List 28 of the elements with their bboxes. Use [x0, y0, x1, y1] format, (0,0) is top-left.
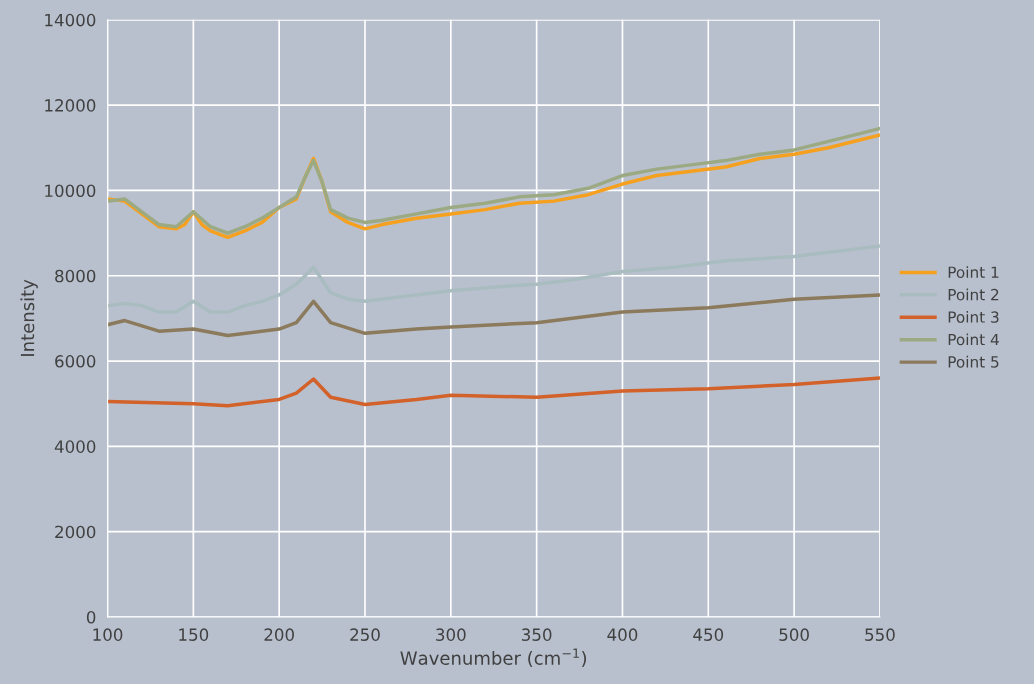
- y-tick-label: 0: [86, 610, 96, 624]
- y-tick-label: 2000: [55, 525, 96, 539]
- x-tick-label: 150: [179, 628, 209, 641]
- y-axis-title: Intensity: [20, 279, 38, 356]
- line-series: [107, 244, 880, 314]
- x-tick-label: 550: [865, 628, 895, 641]
- x-tick-label: 350: [522, 628, 552, 641]
- y-tick-label: 12000: [45, 99, 96, 112]
- legend-label: Point 1: [948, 266, 999, 278]
- x-tick-label: 100: [93, 628, 123, 641]
- y-tick-label: 8000: [55, 269, 96, 283]
- line-series: [107, 376, 880, 408]
- line-series: [107, 293, 880, 338]
- x-tick-label: 500: [779, 628, 809, 641]
- x-tick-label: 400: [607, 628, 638, 641]
- x-tick-label: 250: [350, 628, 380, 641]
- y-tick-label: 6000: [55, 355, 96, 368]
- x-tick-label: 200: [264, 628, 294, 641]
- legend-label: Point 2: [948, 288, 999, 301]
- y-tick-label: 14000: [45, 13, 96, 27]
- x-tick-label: 450: [693, 628, 724, 641]
- legend-label: Point 4: [948, 333, 999, 346]
- x-axis-title: Wavenumber (cm$^{−1}$): [400, 648, 587, 668]
- y-tick-label: 10000: [45, 184, 96, 198]
- y-tick-label: 4000: [54, 440, 96, 453]
- x-tick-label: 300: [436, 628, 466, 641]
- legend-label: Point 5: [948, 355, 999, 368]
- legend-label: Point 3: [948, 311, 999, 323]
